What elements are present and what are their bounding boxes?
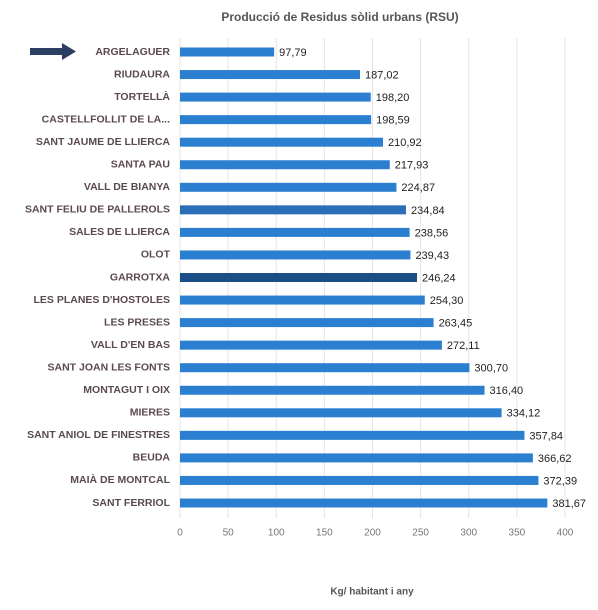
bar [180, 227, 410, 237]
category-label: OLOT [141, 249, 171, 261]
bar [180, 295, 425, 305]
category-label: SANT JAUME DE LLIERCA [36, 136, 171, 148]
value-label: 366,62 [538, 453, 572, 465]
value-label: 238,56 [415, 227, 449, 239]
pointer-arrow [30, 43, 76, 60]
x-tick-label: 50 [223, 528, 235, 539]
bar [180, 47, 275, 57]
value-label: 316,40 [490, 385, 524, 397]
category-label: VALL DE BIANYA [84, 181, 171, 193]
bar [180, 453, 533, 463]
chart-title: Producció de Residus sòlid urbans (RSU) [221, 10, 458, 24]
category-label: VALL D'EN BAS [91, 339, 170, 351]
x-tick-label: 0 [177, 528, 183, 539]
bar [180, 340, 442, 350]
bar [180, 475, 539, 485]
bar [180, 408, 502, 418]
bar [180, 160, 390, 170]
bar [180, 137, 384, 147]
category-label: GARROTXA [110, 271, 171, 283]
category-label: SANTA PAU [111, 159, 170, 171]
x-tick-label: 300 [460, 528, 477, 539]
value-label: 381,67 [552, 498, 586, 510]
bar [180, 250, 411, 260]
value-label: 198,20 [376, 92, 410, 104]
category-label: MONTAGUT I OIX [83, 384, 170, 396]
value-label: 187,02 [365, 69, 399, 81]
category-label: MIERES [130, 407, 170, 419]
value-label: 198,59 [376, 115, 410, 127]
value-label: 224,87 [401, 182, 435, 194]
category-label: LES PLANES D'HOSTOLES [34, 294, 171, 306]
x-tick-label: 250 [412, 528, 429, 539]
bar [180, 273, 418, 282]
x-tick-label: 400 [557, 528, 574, 539]
category-label: TORTELLÀ [114, 90, 170, 103]
value-label: 300,70 [474, 363, 508, 375]
value-label: 272,11 [447, 340, 480, 352]
category-label: SALES DE LLIERCA [69, 226, 170, 238]
bar [180, 385, 485, 395]
category-label: SANT ANIOL DE FINESTRES [27, 429, 170, 441]
bar [180, 182, 397, 192]
value-label: 357,84 [529, 430, 563, 442]
x-tick-label: 150 [316, 528, 333, 539]
x-tick-label: 100 [268, 528, 285, 539]
value-label: 239,43 [415, 250, 449, 262]
value-label: 97,79 [279, 47, 307, 59]
category-label: ARGELAGUER [95, 46, 170, 58]
category-label: SANT FERRIOL [92, 497, 170, 509]
x-axis-label: Kg/ habitant i any [330, 587, 414, 598]
bar [180, 363, 470, 373]
value-label: 246,24 [422, 272, 456, 284]
category-label: RIUDAURA [114, 68, 170, 80]
x-tick-label: 200 [364, 528, 381, 539]
category-label: SANT FELIU DE PALLEROLS [25, 204, 170, 216]
value-label: 263,45 [439, 318, 473, 330]
bar [180, 318, 434, 328]
bar [180, 92, 371, 102]
category-label: MAIÀ DE MONTCAL [70, 473, 170, 486]
x-tick-label: 350 [509, 528, 526, 539]
value-label: 334,12 [507, 408, 541, 420]
bar [180, 205, 407, 215]
category-label: CASTELLFOLLIT DE LA... [42, 113, 170, 125]
bar [180, 70, 361, 80]
value-label: 372,39 [543, 475, 577, 487]
bar [180, 430, 525, 440]
bar [180, 498, 548, 508]
category-label: LES PRESES [104, 316, 170, 328]
value-label: 234,84 [411, 205, 445, 217]
value-label: 217,93 [395, 160, 429, 172]
category-label: BEUDA [133, 452, 171, 464]
value-label: 254,30 [430, 295, 464, 307]
bar [180, 115, 372, 125]
value-label: 210,92 [388, 137, 422, 149]
category-label: SANT JOAN LES FONTS [47, 361, 170, 373]
